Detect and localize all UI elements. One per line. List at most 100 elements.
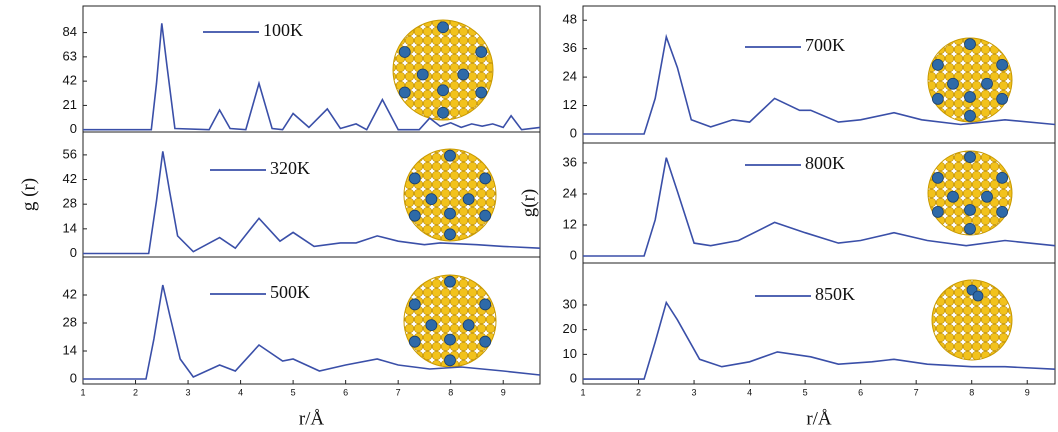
dopant-atom xyxy=(398,86,411,99)
x-tick-label: 3 xyxy=(692,387,697,397)
y-tick-label: 36 xyxy=(563,154,577,169)
y-tick-label: 63 xyxy=(63,48,77,63)
dopant-atom xyxy=(475,46,488,58)
y-tick-label: 14 xyxy=(63,220,77,235)
y-tick-label: 24 xyxy=(563,69,577,84)
nanoparticle-image xyxy=(392,19,494,121)
x-tick-label: 5 xyxy=(291,387,296,397)
y-tick-label: 30 xyxy=(563,296,577,311)
y-tick-label: 36 xyxy=(563,40,577,55)
x-tick-label: 6 xyxy=(858,387,863,397)
dopant-atom xyxy=(479,209,492,222)
rdf-line xyxy=(83,284,541,380)
y-tick-label: 0 xyxy=(70,370,77,385)
nanoparticle-image xyxy=(927,37,1013,123)
x-tick-label: 7 xyxy=(914,387,919,397)
dopant-atom xyxy=(964,204,976,216)
dopant-atom xyxy=(947,190,959,203)
dopant-atom xyxy=(425,319,438,332)
dopant-atom xyxy=(964,110,976,122)
nanoparticle-image xyxy=(931,279,1013,361)
dopant-atom xyxy=(981,190,993,203)
particle-body xyxy=(403,148,497,242)
y-tick-label: 48 xyxy=(563,12,577,27)
legend-label: 800K xyxy=(805,153,845,173)
x-axis-label: r/Å xyxy=(806,408,832,429)
y-tick-label: 84 xyxy=(63,24,77,39)
dopant-atom xyxy=(462,193,475,206)
particle-body xyxy=(927,37,1013,123)
y-tick-label: 0 xyxy=(570,370,577,385)
dopant-atom xyxy=(931,205,944,218)
dopant-atom xyxy=(408,335,421,348)
particle-body xyxy=(931,279,1013,361)
legend-label: 320K xyxy=(270,158,310,178)
dopant-atom xyxy=(996,205,1009,218)
dopant-atom xyxy=(475,86,488,99)
dopant-atom xyxy=(479,298,492,311)
dopant-atom xyxy=(931,171,944,184)
dopant-atom xyxy=(444,333,456,346)
nanoparticle-image xyxy=(927,150,1013,236)
y-tick-label: 14 xyxy=(63,342,77,357)
panel-frame xyxy=(82,256,541,385)
dopant-atom xyxy=(996,58,1009,71)
rdf-line xyxy=(583,300,1056,380)
x-tick-label: 1 xyxy=(80,387,85,397)
y-tick-label: 12 xyxy=(563,97,577,112)
x-tick-label: 2 xyxy=(636,387,641,397)
x-tick-label: 4 xyxy=(747,387,752,397)
y-tick-label: 42 xyxy=(63,286,77,301)
x-tick-label: 3 xyxy=(186,387,191,397)
dopant-atom xyxy=(457,68,470,81)
dopant-atom xyxy=(964,38,976,50)
nanoparticle-image xyxy=(403,148,497,242)
x-tick-label: 1 xyxy=(580,387,585,397)
x-tick-label: 6 xyxy=(343,387,348,397)
dopant-atom xyxy=(444,354,456,367)
dopant-atom xyxy=(964,91,976,103)
y-tick-label: 0 xyxy=(570,125,577,140)
dopant-atom xyxy=(437,21,449,34)
dopant-atom xyxy=(444,207,456,220)
dopant-atom xyxy=(444,275,456,288)
x-tick-label: 8 xyxy=(448,387,453,397)
y-tick-label: 42 xyxy=(63,171,77,186)
dopant-atom xyxy=(964,151,976,163)
rdf-line xyxy=(583,157,1056,257)
x-tick-label: 4 xyxy=(238,387,243,397)
y-tick-label: 0 xyxy=(70,121,77,136)
y-tick-label: 21 xyxy=(63,97,77,112)
y-axis-label: g (r) xyxy=(18,178,39,211)
dopant-atom xyxy=(444,228,456,241)
dopant-atom xyxy=(398,46,411,58)
y-tick-label: 12 xyxy=(563,216,577,231)
dopant-atom xyxy=(408,209,421,222)
dopant-atom xyxy=(981,77,993,90)
rdf-line xyxy=(83,151,541,255)
dopant-atom xyxy=(462,319,475,332)
legend-label: 500K xyxy=(270,282,310,302)
dopant-atom xyxy=(479,335,492,348)
dopant-atom xyxy=(964,223,976,235)
y-tick-label: 0 xyxy=(570,247,577,262)
particle-body xyxy=(403,274,497,368)
dopant-atom xyxy=(425,193,438,206)
dopant-atom xyxy=(437,84,449,97)
dopant-atom xyxy=(972,290,984,302)
dopant-atom xyxy=(416,68,429,81)
y-tick-label: 10 xyxy=(563,346,577,361)
y-tick-label: 20 xyxy=(563,321,577,336)
rdf-line xyxy=(83,23,541,131)
x-tick-label: 2 xyxy=(133,387,138,397)
dopant-atom xyxy=(931,93,944,105)
legend-label: 100K xyxy=(263,20,303,40)
dopant-atom xyxy=(996,171,1009,184)
y-tick-label: 24 xyxy=(563,185,577,200)
x-tick-label: 5 xyxy=(803,387,808,397)
nanoparticle-image xyxy=(403,274,497,368)
x-axis-label: r/Å xyxy=(299,408,325,429)
dopant-atom xyxy=(444,149,456,162)
y-tick-label: 56 xyxy=(63,146,77,161)
